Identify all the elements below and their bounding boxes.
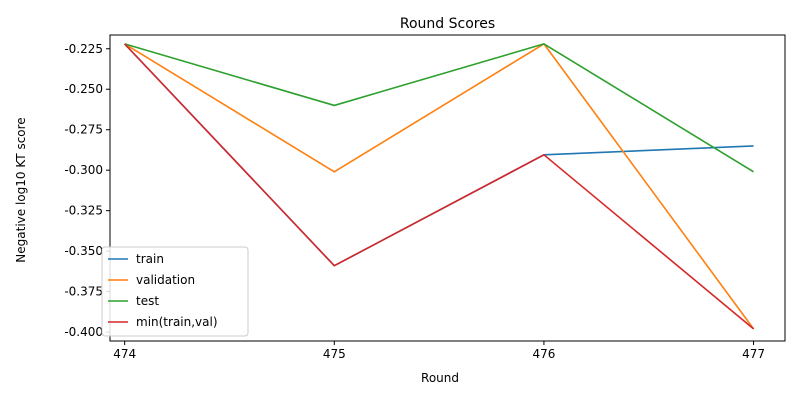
- y-tick-label: -0.325: [64, 204, 103, 218]
- legend-label: min(train,val): [136, 315, 218, 329]
- legend-label: test: [136, 294, 159, 308]
- y-tick-label: -0.350: [64, 244, 103, 258]
- x-tick-label: 477: [742, 347, 765, 361]
- legend-box: [101, 246, 249, 337]
- series-line-0: [124, 43, 754, 267]
- x-tick-label: 474: [113, 347, 136, 361]
- plot-frame: [109, 34, 786, 342]
- series-line-1: [124, 43, 755, 330]
- x-tick-label: 476: [532, 347, 555, 361]
- y-tick-label: -0.300: [64, 163, 103, 177]
- y-tick-label: -0.400: [64, 325, 103, 339]
- x-axis-label: Round: [421, 371, 459, 385]
- x-tick-label: 475: [323, 347, 346, 361]
- y-tick-label: -0.275: [64, 123, 103, 137]
- legend-label: train: [136, 252, 164, 266]
- y-tick-label: -0.375: [64, 285, 103, 299]
- series-lines: [124, 43, 755, 330]
- series-line-3: [124, 43, 755, 330]
- legend: train validation test min(train,val): [101, 246, 249, 337]
- y-tick-label: -0.250: [64, 82, 103, 96]
- series-line-2: [124, 43, 754, 173]
- x-axis: 474 475 476 477: [113, 341, 765, 361]
- y-axis-label: Negative log10 KT score: [14, 117, 28, 262]
- chart-title: Round Scores: [400, 16, 495, 32]
- legend-label: validation: [136, 273, 195, 287]
- y-tick-label: -0.225: [64, 42, 103, 56]
